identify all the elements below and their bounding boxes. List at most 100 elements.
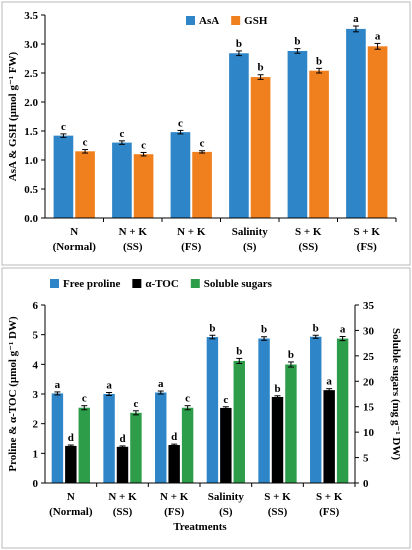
- data-label: c: [119, 128, 124, 140]
- x-tick-label: S + K: [354, 226, 381, 238]
- data-label: b: [274, 383, 280, 395]
- bar: [206, 337, 219, 483]
- data-label: b: [236, 38, 242, 50]
- data-label: b: [316, 55, 322, 67]
- y-tick-label: 2.0: [24, 97, 38, 109]
- x-tick-label: N + K: [108, 491, 137, 503]
- data-label: a: [326, 376, 332, 388]
- y-tick-label: 0.0: [24, 213, 38, 225]
- bar: [287, 50, 308, 219]
- bar: [367, 46, 388, 218]
- x-tick-label: (Normal): [53, 241, 97, 253]
- data-label: a: [55, 379, 61, 391]
- x-tick-label: (SS): [123, 241, 143, 253]
- bar: [116, 446, 129, 483]
- y-axis-label: Proline & α-TOC (µmol g⁻¹ DW): [7, 316, 19, 472]
- legend-swatch: [132, 279, 142, 288]
- data-label: b: [236, 345, 242, 357]
- bar: [220, 407, 232, 483]
- x-tick-label: S + K: [295, 226, 322, 238]
- bar: [75, 151, 95, 218]
- data-label: c: [82, 393, 87, 405]
- data-label: a: [106, 380, 112, 392]
- legend-item: AsA: [199, 15, 219, 27]
- data-label: b: [258, 62, 264, 74]
- data-label: c: [141, 139, 146, 151]
- data-label: c: [185, 393, 190, 405]
- legend-item: Soluble sugars: [204, 278, 273, 290]
- data-label: c: [133, 398, 138, 410]
- data-label: c: [223, 394, 228, 406]
- chart-proline-toc-sugars: 0 1 2 3 4 5 6 0 5 10 15 20 25 30 35 a a a b b b d d d c b a c c c b b a N…: [7, 278, 402, 533]
- x-tick-label: N: [70, 226, 78, 238]
- y2-tick-label: 25: [363, 351, 375, 363]
- bar: [229, 53, 249, 218]
- data-label: a: [375, 30, 381, 42]
- y2-tick-label: 5: [363, 453, 369, 465]
- bar: [181, 407, 194, 483]
- legend-item: GSH: [244, 15, 268, 27]
- y-tick-label: 0: [33, 478, 39, 490]
- x-tick-label: N + K: [119, 226, 148, 238]
- bar: [130, 412, 142, 483]
- data-label: c: [200, 138, 205, 150]
- x-tick-label: N + K: [177, 226, 206, 238]
- data-label: d: [68, 432, 74, 444]
- y2-tick-label: 15: [363, 402, 375, 414]
- bar: [310, 336, 322, 483]
- x-tick-label: (S): [219, 506, 233, 518]
- x-axis-label: Treatments: [173, 521, 227, 533]
- x-tick-label: Salinity: [232, 226, 269, 238]
- y-tick-label: 4: [33, 359, 39, 371]
- data-label: d: [171, 431, 177, 443]
- x-tick-label: (S): [243, 241, 257, 253]
- bar: [336, 338, 349, 483]
- bar: [133, 154, 154, 218]
- legend-item: α-TOC: [145, 278, 178, 290]
- bar: [51, 393, 64, 483]
- data-label: a: [353, 13, 359, 25]
- data-label: a: [158, 378, 164, 390]
- bar: [258, 338, 270, 483]
- y-tick-label: 3.0: [24, 39, 38, 51]
- y-tick-label: 0.5: [24, 184, 38, 196]
- y2-tick-label: 20: [363, 376, 375, 388]
- bar: [250, 77, 271, 218]
- bar: [285, 364, 297, 483]
- y-tick-label: 2: [33, 419, 39, 431]
- legend-swatch: [186, 16, 195, 25]
- y-tick-label: 3: [33, 389, 39, 401]
- data-label: b: [313, 322, 319, 334]
- y-tick-label: 3.5: [24, 10, 38, 22]
- data-label: b: [288, 349, 294, 361]
- x-tick-label: S + K: [264, 491, 291, 503]
- x-tick-label: (FS): [181, 241, 202, 253]
- y2-tick-label: 30: [363, 325, 375, 337]
- bar: [271, 396, 284, 483]
- x-tick-label: (FS): [319, 506, 340, 518]
- x-tick-label: (FS): [357, 241, 378, 253]
- x-tick-label: (FS): [164, 506, 185, 518]
- bar: [323, 390, 335, 483]
- y-tick-label: 1.0: [24, 155, 38, 167]
- data-label: b: [294, 36, 300, 48]
- y-tick-label: 1: [33, 448, 39, 460]
- y-tick-label: 2.5: [24, 68, 38, 80]
- legend-swatch: [50, 279, 59, 288]
- y-tick-label: 1.5: [24, 126, 38, 138]
- bar: [103, 394, 115, 483]
- bar: [53, 135, 74, 218]
- y2-tick-label: 10: [363, 427, 375, 439]
- x-tick-label: N: [67, 491, 75, 503]
- y2-tick-label: 0: [363, 478, 369, 490]
- bar: [192, 151, 212, 218]
- bar: [168, 445, 180, 483]
- legend-swatch: [190, 279, 200, 288]
- x-tick-label: (SS): [113, 506, 133, 518]
- data-label: a: [340, 324, 346, 336]
- bar: [346, 28, 366, 219]
- y2-tick-label: 35: [363, 300, 375, 312]
- y2-axis-label: Soluble sugars (mg g⁻¹ DW): [390, 328, 402, 460]
- data-label: c: [61, 121, 66, 133]
